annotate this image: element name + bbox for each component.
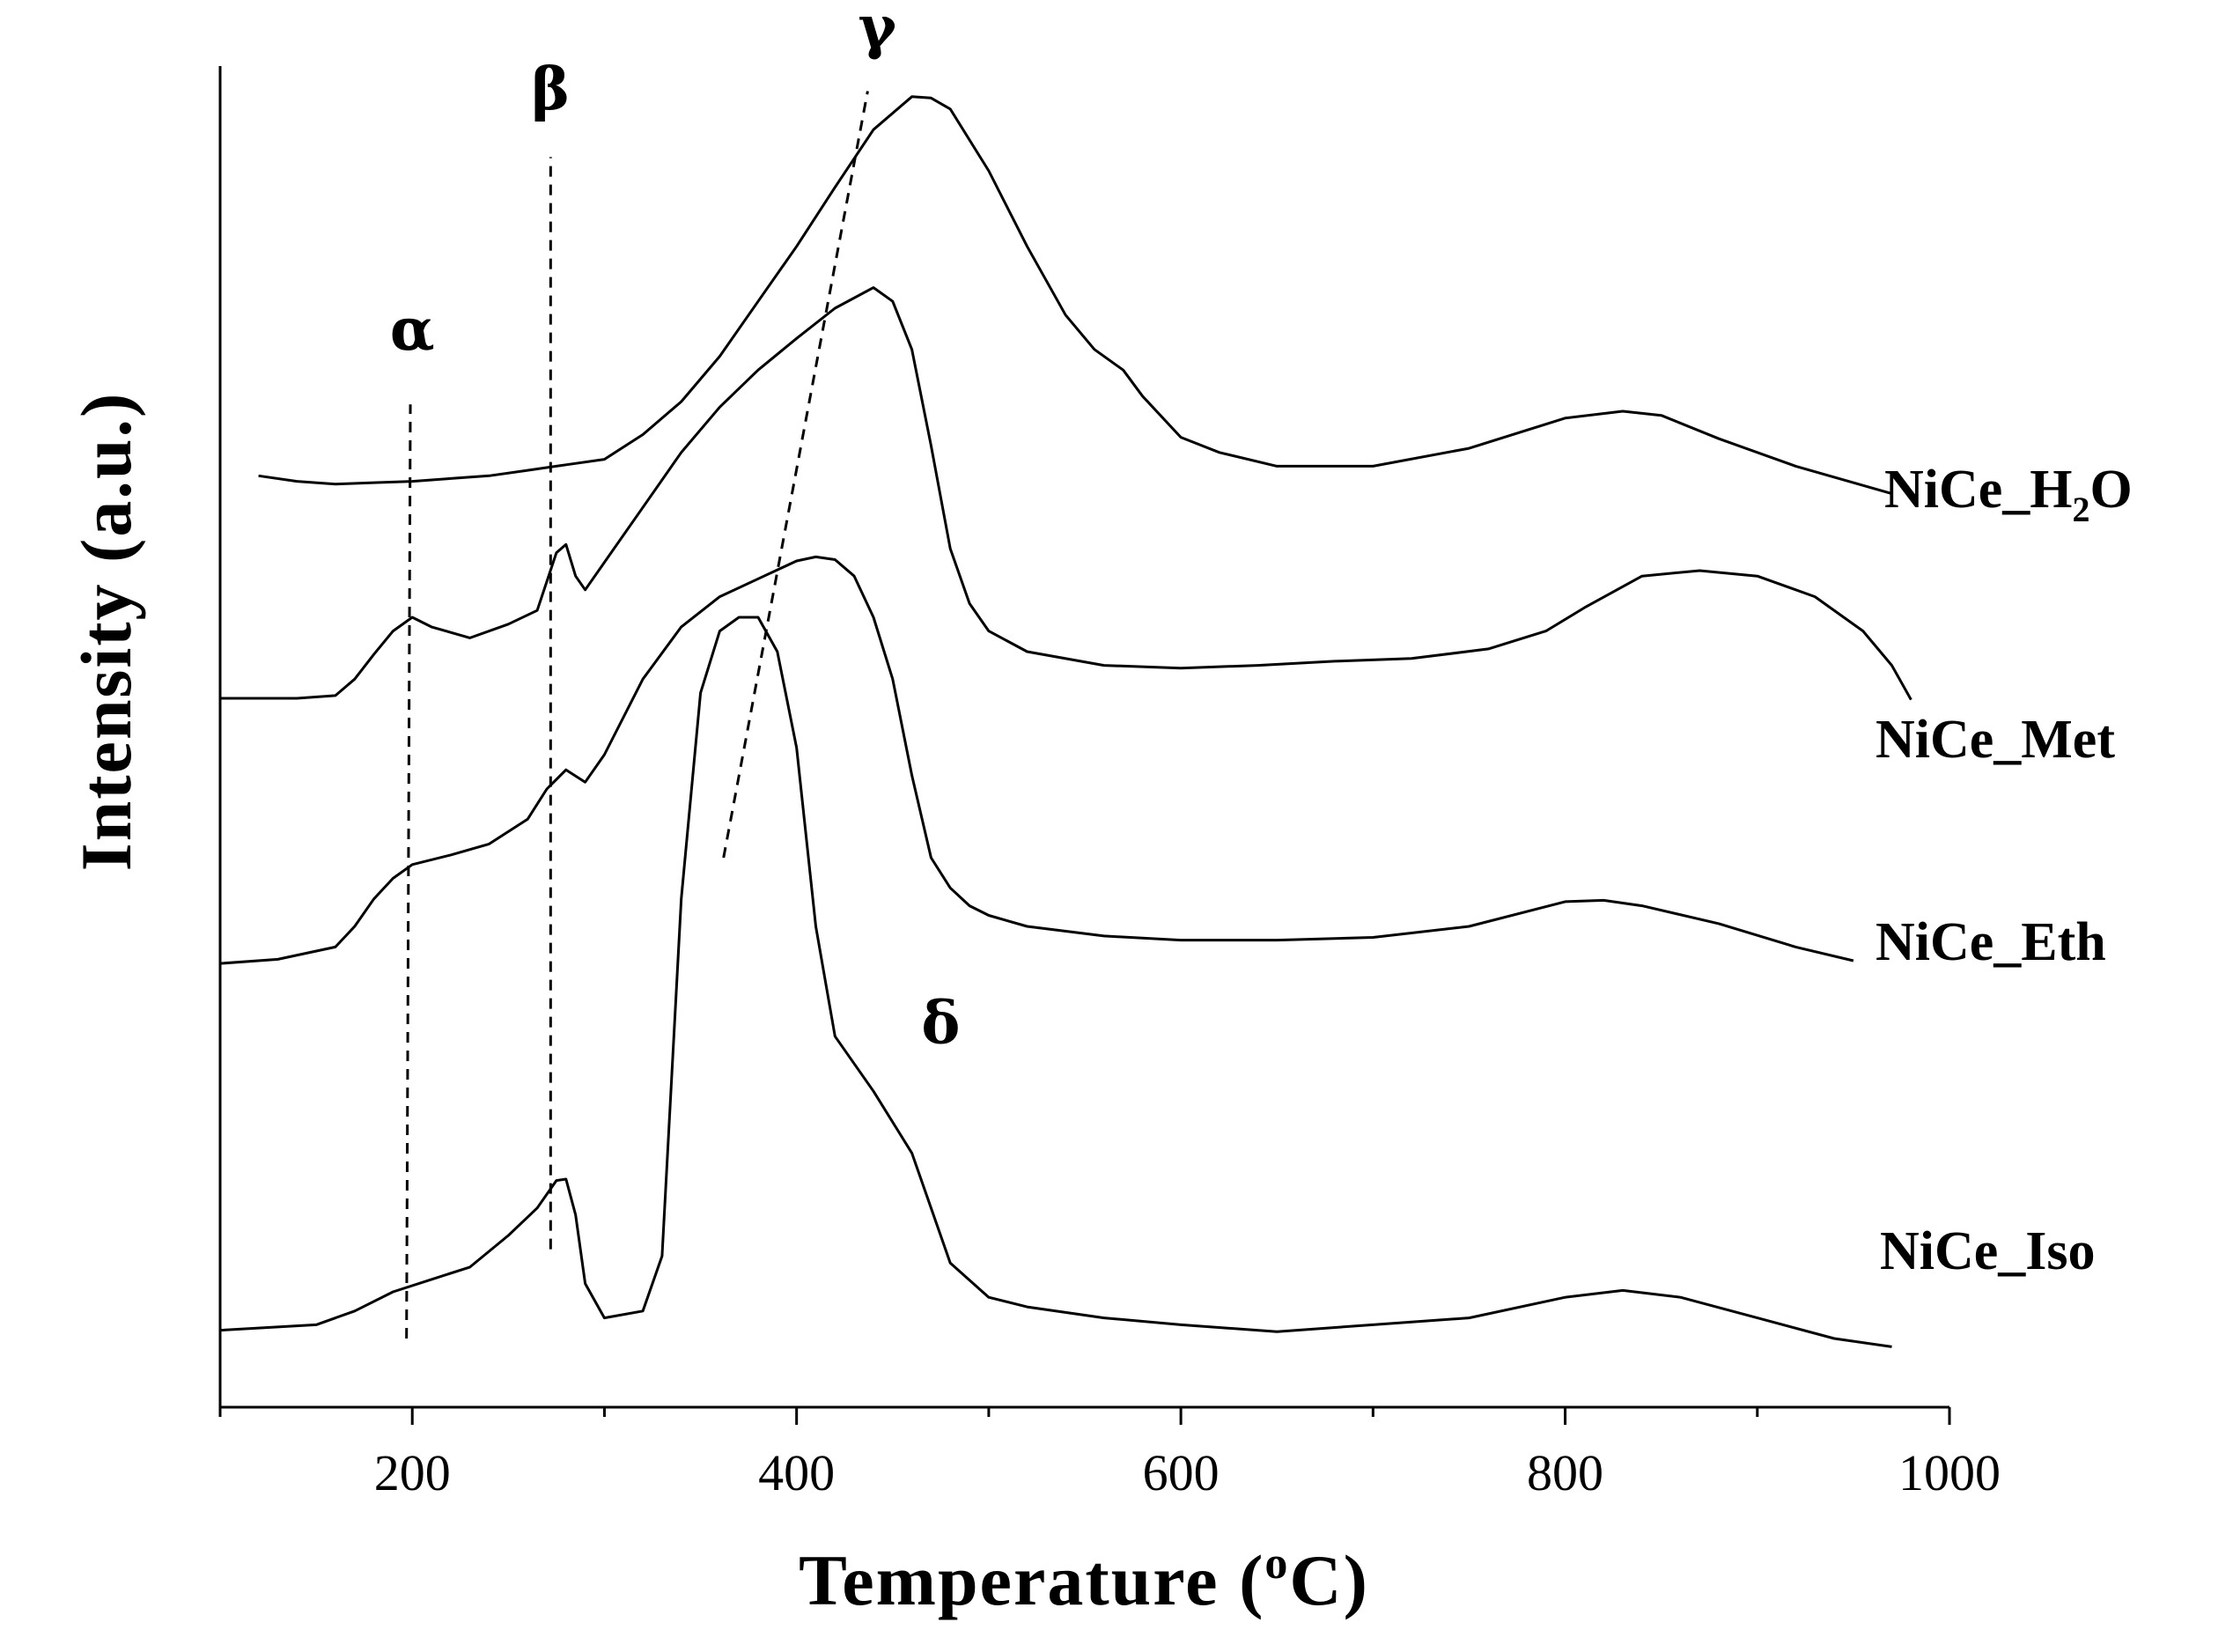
y-axis-title: Intensity (a.u.) [66,392,146,872]
peak-line-alpha [405,404,412,1339]
series-label-nice-met: NiCe_Met [1876,710,2115,770]
series-line-nice-h2o [258,95,1892,496]
x-axis-title-main: Temperature ( [799,1540,1264,1620]
peak-label-alpha: α [390,295,435,364]
x-ticks [218,1407,1951,1425]
x-tick-label-1000: 1000 [1898,1444,2001,1501]
peak-line-gamma [722,91,869,859]
x-tick-label-600: 600 [1143,1444,1220,1501]
peak-annotations: α β γ δ [390,0,960,1339]
series-label-nice-h2o-tail: O [2090,460,2133,520]
series-label-nice-iso: NiCe_Iso [1880,1221,2096,1281]
series-line-nice-met [220,286,1912,701]
peak-label-gamma: γ [859,0,897,62]
x-axis-title-tail: C) [1289,1540,1369,1620]
peak-label-beta: β [531,55,570,123]
series-label-nice-h2o: NiCe_H2O [1884,460,2133,529]
x-axis-title-degree: o [1264,1538,1289,1589]
series-label-nice-h2o-sub: 2 [2073,490,2090,529]
x-tick-label-200: 200 [374,1444,451,1501]
series-line-nice-eth [219,555,1854,965]
series-line-nice-iso [219,616,1892,1348]
series-label-nice-eth: NiCe_Eth [1876,912,2106,972]
series-labels: NiCe_H2O NiCe_Met NiCe_Eth NiCe_Iso [1876,460,2133,1281]
peak-label-delta: δ [921,989,960,1058]
x-tick-labels: 200 400 600 800 1000 [374,1444,2001,1501]
series-lines [219,95,1912,1348]
x-axis-title: Temperature (oC) [799,1538,1369,1620]
series-label-nice-h2o-main: NiCe_H [1884,460,2073,520]
x-axis: 200 400 600 800 1000 [218,1405,2001,1501]
x-tick-label-800: 800 [1527,1444,1603,1501]
x-tick-label-400: 400 [758,1444,835,1501]
